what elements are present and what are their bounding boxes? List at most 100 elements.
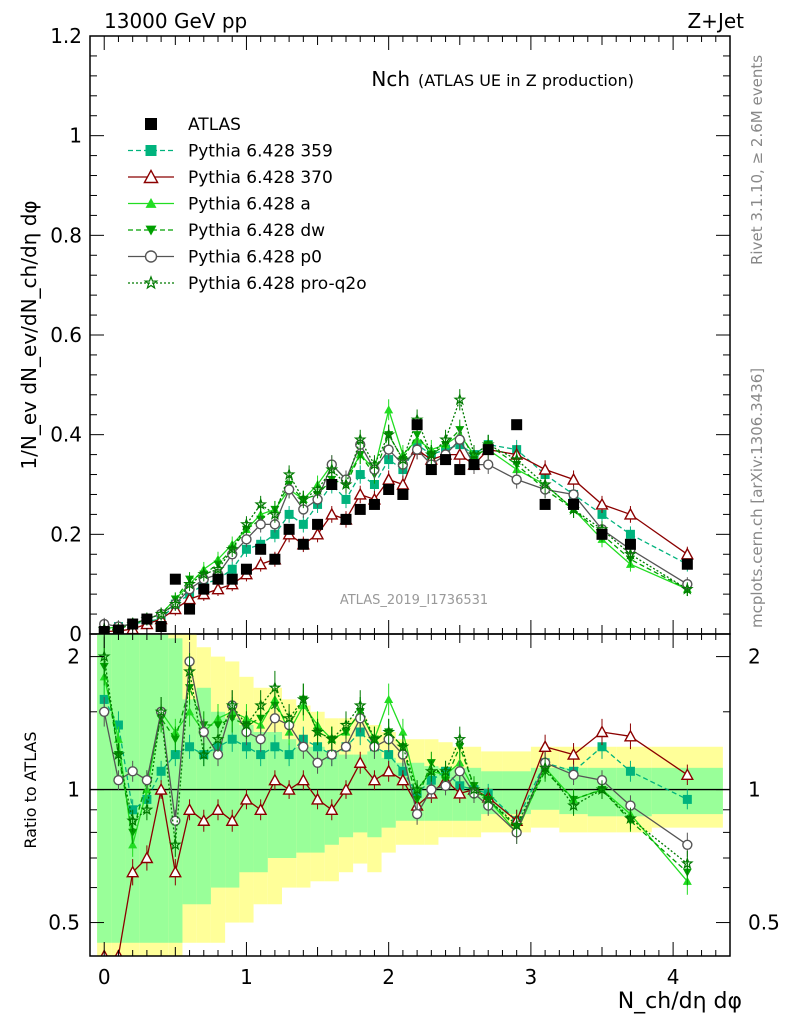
data-point: [439, 432, 452, 446]
atlas-point: [454, 464, 466, 476]
data-point: [197, 567, 211, 580]
ratio-point: [538, 739, 552, 752]
ratio-point: [453, 786, 467, 799]
data-point: [255, 519, 266, 530]
ratio-line: [103, 676, 688, 882]
atlas-point: [312, 518, 324, 530]
ratio-point: [568, 769, 579, 781]
atlas-point: [297, 538, 309, 550]
data-point: [625, 529, 635, 539]
atlas-point: [226, 573, 238, 585]
atlas-point: [354, 503, 366, 515]
data-point: [353, 432, 367, 446]
ratio-point: [227, 734, 237, 744]
data-point: [282, 467, 296, 480]
ratio-point: [99, 706, 110, 717]
ratio-point: [682, 794, 692, 804]
atlas-point: [397, 488, 409, 500]
ratio-y-tick-label: 0.5: [48, 911, 80, 935]
data-point: [353, 487, 367, 500]
ratio-point: [113, 720, 123, 730]
band-green: [168, 638, 183, 943]
band-green: [125, 634, 140, 943]
ratio-point: [269, 713, 281, 724]
ratio-line: [103, 661, 688, 846]
x-tick-label: 0: [98, 965, 111, 989]
ratio-point: [198, 726, 209, 738]
data-point: [241, 534, 252, 545]
ratio-point: [268, 681, 282, 694]
ratio-point: [454, 766, 465, 777]
ratio-point: [185, 707, 195, 716]
ratio-point: [510, 818, 524, 831]
data-point: [412, 431, 422, 440]
ratio-point: [185, 742, 195, 752]
atlas-point: [326, 479, 338, 490]
data-point: [369, 480, 379, 489]
ratio-point: [325, 732, 339, 745]
data-point: [568, 489, 579, 500]
header-right: Z+Jet: [687, 9, 744, 33]
ratio-line: [104, 731, 688, 956]
ratio-y-tick-label-right: 2: [748, 645, 761, 669]
ratio-point: [623, 811, 637, 824]
ratio-point: [197, 747, 211, 761]
data-point: [384, 405, 394, 414]
ratio-point: [225, 698, 239, 711]
atlas-point: [468, 459, 480, 471]
ratio-point: [256, 750, 266, 760]
data-point: [623, 507, 638, 520]
ratio-point: [424, 764, 438, 777]
legend-label: Pythia 6.428 370: [188, 168, 333, 188]
legend-item: Pythia 6.428 dw: [128, 221, 325, 241]
data-point: [680, 582, 694, 595]
data-point: [211, 562, 225, 575]
legend-marker: [144, 250, 158, 263]
ratio-point: [225, 813, 239, 826]
data-point: [396, 452, 410, 466]
ratio-point: [168, 865, 182, 878]
x-tick-label: 1: [240, 965, 253, 989]
ratio-point: [141, 775, 153, 786]
ratio-point: [440, 780, 451, 791]
ratio-point: [439, 764, 453, 777]
ratio-point: [156, 766, 166, 776]
legend-marker: [143, 168, 159, 184]
data-point: [355, 470, 365, 480]
ratio-point: [282, 711, 296, 724]
data-point: [298, 519, 308, 529]
legend-item: Pythia 6.428 370: [128, 168, 333, 188]
legend-label: Pythia 6.428 dw: [188, 221, 325, 241]
atlas-point: [169, 573, 181, 585]
band-green: [267, 731, 282, 859]
legend-item: Pythia 6.428 a: [128, 195, 311, 215]
ratio-point: [353, 755, 367, 768]
data-point: [341, 494, 351, 504]
ratio-panel: 0.5 0.5 1 1 2 2 0 1 2 3 4 Ratio to ATLAS: [21, 633, 780, 989]
ratio-point: [268, 773, 282, 786]
atlas-point: [425, 464, 437, 476]
ratio-point: [367, 773, 382, 786]
data-point: [566, 472, 581, 485]
legend-item: Pythia 6.428 359: [128, 142, 333, 162]
ratio-point: [282, 782, 296, 795]
data-point: [240, 517, 253, 530]
atlas-point: [255, 543, 267, 555]
data-point: [396, 477, 410, 490]
data-point: [424, 447, 438, 461]
atlas-point: [240, 563, 252, 575]
ratio-point: [211, 732, 225, 745]
legend-marker: [145, 225, 157, 236]
atlas-point: [539, 498, 551, 510]
legend-marker: [145, 198, 157, 208]
data-point: [283, 484, 295, 495]
legend-label: ATLAS: [188, 115, 241, 135]
data-point: [154, 607, 168, 620]
ratio-point: [97, 649, 111, 663]
data-point: [325, 507, 339, 520]
ratio-point: [254, 802, 268, 815]
ratio-point: [481, 792, 495, 805]
ratio-point: [128, 840, 138, 849]
ratio-point: [126, 865, 140, 878]
ratio-series: [90, 634, 730, 956]
